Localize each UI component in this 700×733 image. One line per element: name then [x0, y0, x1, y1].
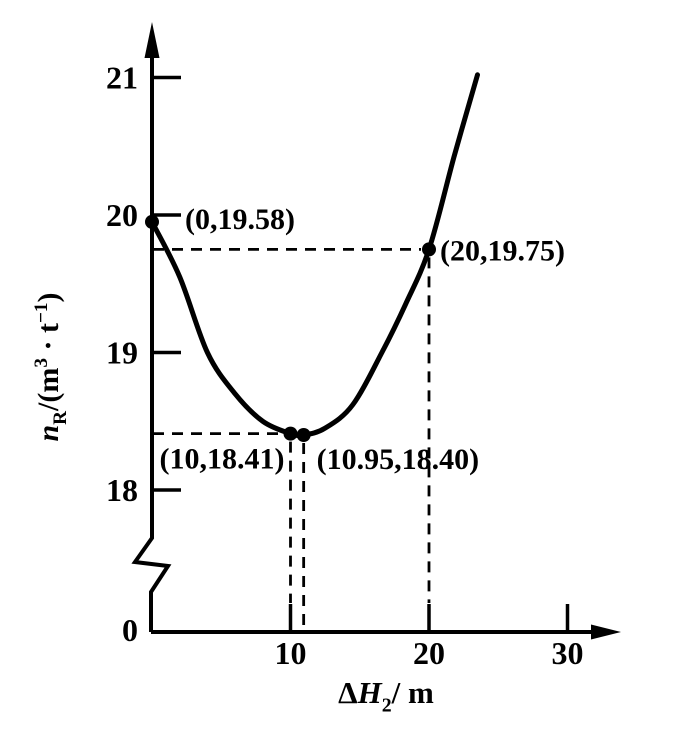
x-axis-title: ΔH2/ m — [338, 675, 434, 716]
origin-tick-label: 0 — [122, 612, 138, 648]
y-tick-label: 18 — [106, 472, 138, 508]
y-axis-arrow-icon — [144, 22, 160, 58]
x-tick-label: 10 — [275, 635, 307, 671]
y-tick-label: 20 — [106, 197, 138, 233]
x-tick-label: 30 — [552, 635, 584, 671]
x-tick-label: 20 — [413, 635, 445, 671]
y-tick-label: 21 — [106, 60, 138, 96]
point-label: (10,18.41) — [160, 443, 285, 476]
data-point-dot — [296, 428, 311, 442]
point-label: (0,19.58) — [185, 203, 295, 236]
point-label: (20,19.75) — [440, 234, 565, 267]
data-point-dot — [145, 214, 159, 229]
x-axis-arrow-icon — [591, 624, 621, 640]
data-point-dot — [283, 426, 298, 441]
y-axis-line-with-break — [131, 55, 172, 632]
point-label: (10.95,18.40) — [317, 443, 479, 476]
y-tick-label: 19 — [106, 335, 138, 371]
y-axis-title: nR/(m3 · t−1) — [31, 293, 71, 442]
data-point-dot — [422, 242, 436, 257]
